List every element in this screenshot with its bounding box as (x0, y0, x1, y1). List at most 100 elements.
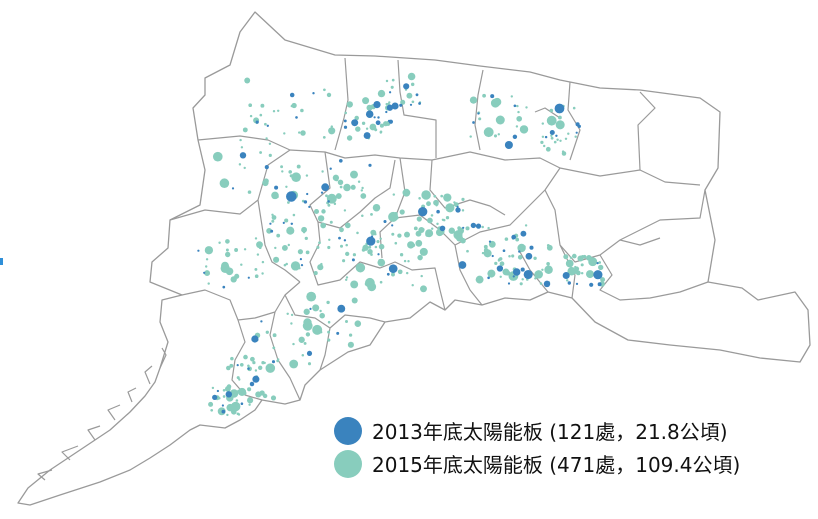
panel-marker-2015 (397, 269, 403, 275)
panel-marker-2015 (366, 104, 373, 111)
panel-marker-2015 (433, 199, 439, 206)
panel-marker-2015 (515, 237, 520, 242)
panel-marker-2015 (222, 395, 226, 398)
panel-marker-2015 (519, 125, 529, 134)
panel-marker-2015 (291, 102, 297, 109)
panel-marker-2015 (304, 236, 308, 241)
panel-marker-2015 (368, 245, 372, 249)
panel-marker-2015 (343, 209, 347, 212)
panel-marker-2015 (374, 128, 378, 132)
panel-marker-2015 (259, 151, 263, 154)
panel-marker-2015 (319, 309, 322, 313)
panel-marker-2015 (343, 183, 351, 192)
panel-marker-2015 (254, 237, 258, 240)
panel-markers-2015 (204, 72, 606, 417)
panel-marker-2015 (488, 240, 496, 248)
panel-marker-2015 (370, 230, 374, 234)
panel-marker-2013 (409, 103, 413, 106)
panel-marker-2015 (419, 247, 428, 256)
panel-marker-2015 (276, 195, 279, 199)
panel-marker-2013 (575, 282, 579, 286)
panel-marker-2015 (218, 241, 221, 245)
panel-marker-2015 (344, 222, 351, 229)
panel-marker-2015 (517, 110, 520, 114)
panel-marker-2013 (512, 268, 521, 276)
panel-marker-2013 (458, 261, 467, 269)
panel-marker-2015 (426, 201, 431, 207)
panel-marker-2015 (302, 320, 313, 331)
panel-marker-2015 (339, 185, 343, 189)
panel-marker-2013 (477, 112, 480, 115)
panel-marker-2015 (539, 282, 543, 285)
panel-marker-2015 (351, 297, 358, 304)
panel-marker-2013 (373, 100, 381, 109)
panel-marker-2015 (391, 78, 395, 82)
panel-marker-2015 (313, 271, 318, 276)
panel-marker-2015 (374, 245, 378, 249)
panel-marker-2015 (327, 245, 331, 250)
panel-marker-2015 (271, 215, 277, 220)
panel-marker-2013 (343, 119, 347, 123)
panel-marker-2013 (377, 116, 380, 119)
panel-marker-2015 (525, 106, 528, 109)
panel-marker-2015 (290, 261, 301, 271)
panel-marker-2015 (264, 122, 267, 126)
panel-marker-2015 (550, 134, 553, 137)
panel-marker-2015 (517, 255, 523, 260)
panel-marker-2015 (430, 214, 434, 217)
panel-marker-2015 (493, 134, 498, 138)
panel-marker-2013 (491, 254, 494, 258)
panel-marker-2013 (222, 285, 226, 289)
panel-marker-2013 (300, 263, 304, 267)
panel-marker-2015 (567, 132, 570, 135)
panel-marker-2015 (344, 278, 348, 282)
panel-marker-2015 (281, 244, 288, 251)
panel-marker-2015 (357, 263, 361, 267)
panel-marker-2015 (247, 387, 252, 392)
panel-marker-2015 (510, 95, 513, 98)
panel-marker-2015 (326, 92, 332, 98)
panel-marker-2015 (285, 185, 288, 188)
panel-marker-2015 (413, 226, 418, 231)
panel-marker-2013 (271, 360, 276, 364)
panel-marker-2015 (265, 363, 276, 373)
panel-marker-2015 (331, 197, 335, 200)
panel-marker-2015 (497, 133, 500, 136)
panel-marker-2015 (325, 194, 328, 198)
panel-marker-2015 (499, 275, 502, 278)
panel-marker-2015 (421, 190, 431, 200)
panel-marker-2013 (373, 116, 376, 119)
panel-marker-2013 (269, 222, 272, 225)
panel-marker-2015 (418, 226, 425, 234)
panel-marker-2015 (307, 362, 312, 366)
panel-marker-2015 (356, 231, 359, 235)
panel-marker-2015 (397, 233, 402, 238)
panel-marker-2015 (580, 271, 584, 275)
panel-marker-2015 (287, 201, 290, 204)
panel-marker-2015 (229, 389, 239, 398)
panel-marker-2015 (261, 361, 265, 365)
panel-marker-2015 (326, 300, 330, 305)
panel-marker-2015 (290, 322, 293, 325)
panel-marker-2013 (549, 129, 555, 136)
panel-marker-2015 (515, 125, 519, 128)
panel-marker-2015 (265, 330, 269, 334)
panel-marker-2015 (225, 251, 231, 258)
panel-marker-2013 (247, 367, 250, 370)
boundary-south (181, 281, 386, 401)
panel-marker-2013 (266, 124, 269, 127)
panel-marker-2013 (399, 103, 403, 107)
panel-marker-2015 (243, 354, 248, 360)
panel-marker-2015 (406, 92, 413, 99)
panel-marker-2015 (598, 261, 602, 264)
panel-marker-2013 (512, 134, 518, 140)
panel-marker-2015 (342, 259, 346, 263)
panel-marker-2013 (251, 335, 259, 343)
panel-marker-2015 (540, 140, 544, 145)
panel-marker-2015 (407, 260, 410, 263)
panel-marker-2015 (243, 248, 247, 251)
panel-marker-2013 (295, 116, 298, 119)
panel-marker-2015 (270, 395, 277, 401)
